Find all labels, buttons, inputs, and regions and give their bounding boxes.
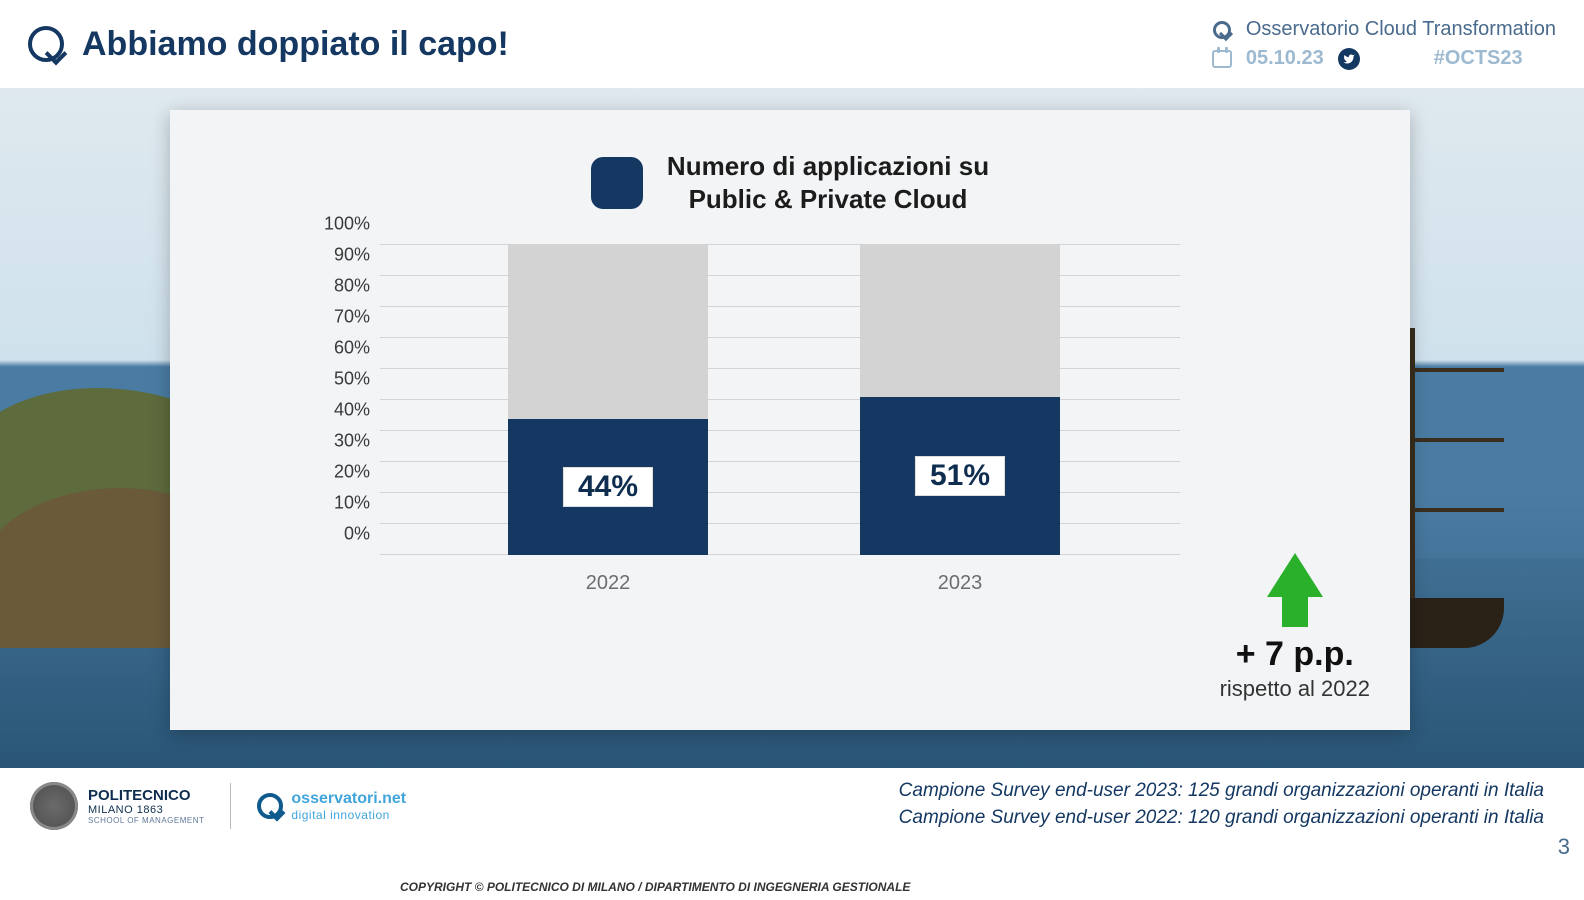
y-tick-label: 0% (310, 524, 370, 545)
legend: Numero di applicazioni suPublic & Privat… (220, 150, 1360, 215)
note-2: Campione Survey end-user 2022: 120 grand… (899, 805, 1544, 832)
header: Abbiamo doppiato il capo! Osservatorio C… (0, 0, 1584, 88)
date: 05.10.23 (1246, 47, 1324, 70)
bar-value-label: 44% (563, 467, 653, 507)
arrow-up-icon (1267, 553, 1323, 597)
y-tick-label: 30% (310, 431, 370, 452)
org-name: Osservatorio Cloud Transformation (1246, 18, 1556, 41)
x-tick-label: 2023 (938, 572, 983, 595)
y-tick-label: 80% (310, 276, 370, 297)
y-tick-label: 10% (310, 493, 370, 514)
chart: 0%10%20%30%40%50%60%70%80%90%100% 44%202… (380, 245, 1180, 605)
y-tick-label: 90% (310, 245, 370, 266)
divider (230, 783, 231, 829)
arrow-stem (1282, 597, 1308, 627)
bar-group: 44%2022 (508, 245, 708, 555)
legend-label: Numero di applicazioni suPublic & Privat… (667, 150, 989, 215)
note-1: Campione Survey end-user 2023: 125 grand… (899, 778, 1544, 805)
x-tick-label: 2022 (586, 572, 631, 595)
osservatori-logo: osservatori.net digital innovation (257, 790, 406, 822)
chart-panel: Numero di applicazioni suPublic & Privat… (170, 110, 1410, 730)
calendar-icon (1212, 49, 1232, 69)
y-tick-label: 20% (310, 462, 370, 483)
header-right: Osservatorio Cloud Transformation 05.10.… (1212, 18, 1556, 70)
magnifier-icon (28, 26, 64, 62)
plot-area: 44%2022 51%2023 (380, 245, 1180, 555)
copyright: COPYRIGHT © POLITECNICO DI MILANO / DIPA… (400, 880, 910, 894)
delta-callout: + 7 p.p. rispetto al 2022 (1220, 553, 1370, 702)
oss-sub: digital innovation (291, 808, 406, 822)
org-row: Osservatorio Cloud Transformation (1212, 18, 1556, 41)
slide-title: Abbiamo doppiato il capo! (82, 25, 509, 64)
legend-swatch (591, 157, 643, 209)
y-tick-label: 100% (310, 214, 370, 235)
polimi-l3: SCHOOL OF MANAGEMENT (88, 816, 204, 825)
footer-notes: Campione Survey end-user 2023: 125 grand… (899, 778, 1544, 831)
header-left: Abbiamo doppiato il capo! (28, 25, 509, 64)
bar-group: 51%2023 (860, 245, 1060, 555)
oss-head: osservatori.net (291, 790, 406, 808)
twitter-icon (1338, 48, 1360, 70)
delta-main: + 7 p.p. (1220, 635, 1370, 674)
polimi-l1: POLITECNICO (88, 787, 204, 804)
y-tick-label: 40% (310, 400, 370, 421)
y-tick-label: 70% (310, 307, 370, 328)
footer: POLITECNICO MILANO 1863 SCHOOL OF MANAGE… (0, 768, 1584, 900)
magnifier-icon (257, 793, 283, 819)
meta-row: 05.10.23 #OCTS23 (1212, 47, 1523, 70)
delta-sub: rispetto al 2022 (1220, 676, 1370, 702)
y-tick-label: 50% (310, 369, 370, 390)
polimi-l2: MILANO 1863 (88, 804, 204, 816)
hashtag: #OCTS23 (1434, 47, 1523, 70)
page-number: 3 (1558, 834, 1570, 860)
magnifier-icon (1212, 20, 1232, 40)
seal-icon (30, 782, 78, 830)
y-tick-label: 60% (310, 338, 370, 359)
bar-value-label: 51% (915, 456, 1005, 496)
polimi-logo: POLITECNICO MILANO 1863 SCHOOL OF MANAGE… (30, 782, 204, 830)
